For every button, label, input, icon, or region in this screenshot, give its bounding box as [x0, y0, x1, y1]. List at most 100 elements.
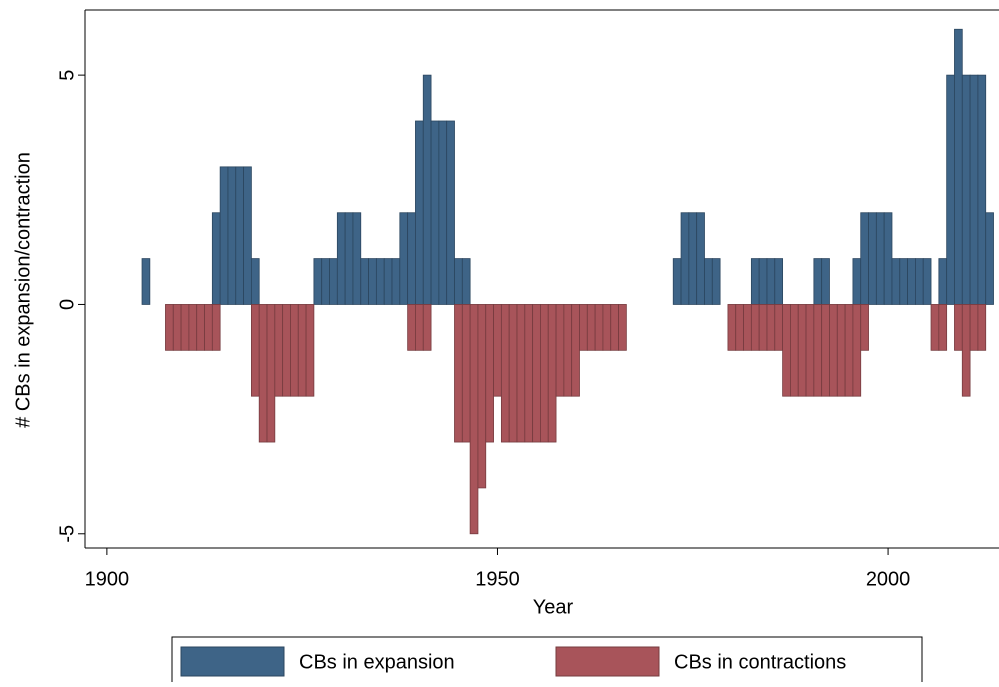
- bar: [704, 258, 713, 305]
- bar: [852, 258, 862, 305]
- bar: [938, 304, 948, 351]
- bar: [227, 166, 237, 305]
- x-tick-label: 2000: [866, 568, 911, 590]
- bar: [250, 258, 260, 305]
- bar: [875, 212, 885, 305]
- bar: [860, 304, 869, 351]
- bar: [930, 304, 940, 351]
- y-tick-label: 0: [56, 299, 78, 310]
- bar: [297, 304, 307, 397]
- bar: [188, 304, 198, 351]
- y-tick-label: -5: [56, 525, 78, 543]
- bar: [430, 120, 440, 305]
- bar: [508, 304, 518, 443]
- bar: [766, 304, 776, 351]
- bar: [829, 304, 838, 397]
- bar: [266, 304, 276, 443]
- x-tick-label: 1900: [85, 568, 130, 590]
- bar: [500, 304, 510, 443]
- y-axis-label: # CBs in expansion/contraction: [12, 152, 34, 428]
- bar: [821, 258, 830, 305]
- bar: [407, 304, 416, 351]
- bar: [477, 304, 487, 489]
- bar: [758, 258, 768, 305]
- bar: [516, 304, 526, 443]
- bar: [977, 74, 987, 305]
- bar: [977, 304, 987, 351]
- bar: [321, 258, 330, 305]
- bar: [946, 74, 955, 305]
- bar: [360, 258, 369, 305]
- bar: [524, 304, 534, 443]
- bar: [415, 304, 424, 351]
- bar: [211, 304, 221, 351]
- bar: [711, 258, 721, 305]
- bar: [821, 304, 830, 397]
- bar: [336, 212, 346, 305]
- bar: [602, 304, 612, 351]
- bar: [547, 304, 557, 443]
- bar: [258, 304, 268, 443]
- bar: [352, 212, 362, 305]
- bar: [868, 212, 877, 305]
- bar: [313, 258, 323, 305]
- bar: [383, 258, 393, 305]
- bar: [758, 304, 768, 351]
- bar: [696, 212, 705, 305]
- y-tick-label: 5: [56, 70, 78, 81]
- bar: [344, 212, 354, 305]
- bar: [852, 304, 862, 397]
- legend-box: [171, 636, 923, 687]
- bar: [750, 258, 760, 305]
- bar: [782, 304, 791, 397]
- bar: [282, 304, 291, 397]
- bar: [305, 304, 315, 397]
- bar: [250, 304, 260, 397]
- bar: [469, 304, 479, 535]
- bar: [844, 304, 854, 397]
- bar: [969, 74, 979, 305]
- bar: [196, 304, 205, 351]
- bar: [860, 212, 869, 305]
- bar: [961, 74, 971, 305]
- bar: [688, 212, 698, 305]
- bar: [461, 304, 471, 443]
- legend-swatch: [555, 646, 660, 677]
- bar: [797, 304, 807, 397]
- bar: [391, 258, 401, 305]
- bar: [680, 212, 690, 305]
- bar: [415, 120, 424, 305]
- bar: [532, 304, 541, 443]
- bar: [204, 304, 213, 351]
- x-axis-label: Year: [533, 596, 574, 618]
- bar: [961, 304, 971, 397]
- bar: [836, 304, 846, 397]
- bar: [586, 304, 596, 351]
- bar: [454, 258, 463, 305]
- bar: [540, 304, 549, 443]
- bar: [563, 304, 573, 397]
- bar: [172, 304, 182, 351]
- bar: [766, 258, 776, 305]
- bar: [243, 166, 252, 305]
- legend-label: CBs in expansion: [299, 651, 455, 673]
- bar: [985, 212, 994, 305]
- bar: [165, 304, 174, 351]
- bar: [571, 304, 580, 397]
- bar: [907, 258, 916, 305]
- bar: [883, 212, 893, 305]
- bar: [485, 304, 494, 443]
- bar: [774, 258, 784, 305]
- bar: [774, 304, 784, 351]
- bar: [446, 120, 455, 305]
- legend-swatch: [180, 646, 285, 677]
- bar: [141, 258, 151, 305]
- bar: [407, 212, 416, 305]
- x-tick-label: 1950: [475, 568, 520, 590]
- bar: [922, 258, 932, 305]
- bar: [454, 304, 463, 443]
- bar: [743, 304, 752, 351]
- bar: [438, 120, 448, 305]
- bar: [750, 304, 760, 351]
